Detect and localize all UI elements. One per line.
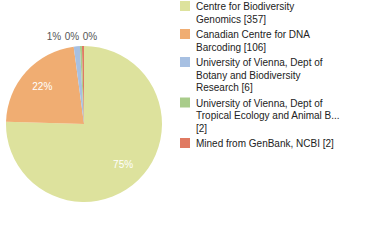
pie-slice (6, 46, 162, 202)
legend-swatch (180, 57, 190, 67)
legend-item: Canadian Centre for DNABarcoding [106] (180, 29, 310, 53)
data-label: 1% (47, 31, 62, 42)
legend-label: Canadian Centre for DNABarcoding [106] (196, 29, 310, 53)
legend-item: Mined from GenBank, NCBI [2] (180, 138, 334, 149)
legend-swatch (180, 29, 190, 39)
data-label: 0% (65, 31, 80, 42)
legend-label: University of Vienna, Dept ofBotany and … (196, 57, 323, 93)
legend-item: University of Vienna, Dept ofTropical Ec… (180, 98, 340, 134)
data-labels: 75%22%1%0%0% (32, 31, 133, 170)
legend-swatch (180, 1, 190, 11)
legend-item: Centre for BiodiversityGenomics [357] (180, 1, 294, 25)
pie-slice (74, 46, 84, 124)
pie (6, 46, 162, 202)
legend-label: Centre for BiodiversityGenomics [357] (196, 1, 294, 25)
pie-slice (6, 47, 84, 124)
data-label: 75% (113, 159, 133, 170)
data-label: 0% (83, 31, 98, 42)
pie-slice (80, 46, 84, 124)
legend-swatch (180, 138, 190, 148)
pie-slice (82, 46, 84, 124)
chart: 75%22%1%0%0%Centre for BiodiversityGenom… (0, 0, 380, 240)
legend-label: Mined from GenBank, NCBI [2] (196, 138, 334, 149)
data-label: 22% (32, 81, 52, 92)
legend-label: University of Vienna, Dept ofTropical Ec… (196, 98, 340, 134)
legend: Centre for BiodiversityGenomics [357] Can… (180, 1, 340, 149)
legend-swatch (180, 98, 190, 108)
legend-item: University of Vienna, Dept ofBotany and … (180, 57, 323, 93)
